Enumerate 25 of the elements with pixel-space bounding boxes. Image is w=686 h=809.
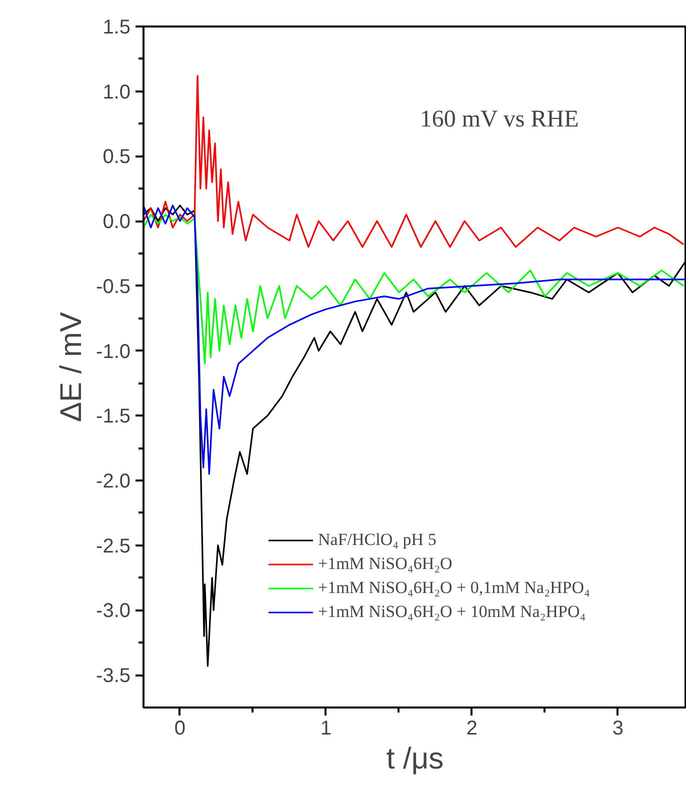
y-tick-label: -3.0 xyxy=(96,600,131,622)
y-tick-label: 1.5 xyxy=(102,16,131,38)
x-tick-label: 0 xyxy=(174,718,186,740)
line-series xyxy=(144,214,684,365)
x-tick-label: 1 xyxy=(320,718,332,740)
legend-label: +1mM NiSO₄6H₂O + 10mM Na₂HPO₄ xyxy=(318,602,586,622)
annotation: 160 mV vs RHE xyxy=(420,106,579,132)
y-tick-label: 0.0 xyxy=(102,211,131,234)
y-tick-label: -2.5 xyxy=(96,535,131,558)
y-tick-label: -1.0 xyxy=(96,340,131,363)
y-tick-label: 0.5 xyxy=(102,146,131,168)
line-series xyxy=(144,204,686,475)
y-tick-label: 1.0 xyxy=(102,81,131,104)
legend-label: +1mM NiSO₄6H₂O xyxy=(318,554,452,574)
legend-label: NaF/HClO₄ pH 5 xyxy=(318,530,436,550)
y-tick-label: -3.5 xyxy=(96,665,131,688)
y-axis-title: ΔE / mV xyxy=(55,312,88,422)
y-tick-label: -0.5 xyxy=(96,276,131,298)
line-series xyxy=(144,74,684,248)
x-axis-title: t /μs xyxy=(386,742,444,776)
x-tick-label: 2 xyxy=(466,718,478,740)
legend-label: +1mM NiSO₄6H₂O + 0,1mM Na₂HPO₄ xyxy=(318,578,590,598)
x-tick-label: 3 xyxy=(612,718,624,740)
y-tick-label: -1.5 xyxy=(96,406,131,428)
y-tick-label: -2.0 xyxy=(96,470,131,492)
